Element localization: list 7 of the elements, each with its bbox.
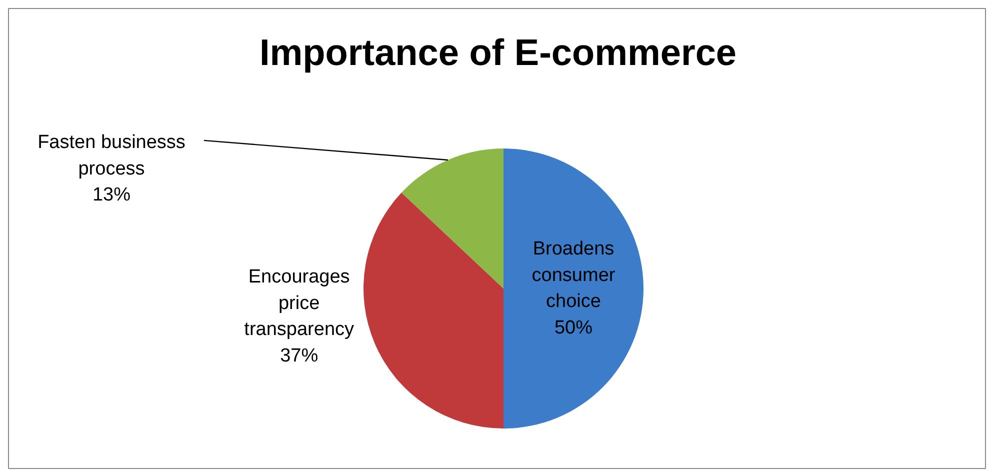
slice-label: Fasten businesss process [38, 132, 186, 180]
chart-title: Importance of E-commerce [259, 32, 737, 73]
slice-label: Broadens consumer choice [532, 238, 616, 312]
data-label: 13% [92, 184, 131, 206]
data-label: 50% [554, 317, 593, 338]
data-label: 37% [280, 345, 318, 366]
slice-label: Encourages price transparency [244, 266, 355, 340]
